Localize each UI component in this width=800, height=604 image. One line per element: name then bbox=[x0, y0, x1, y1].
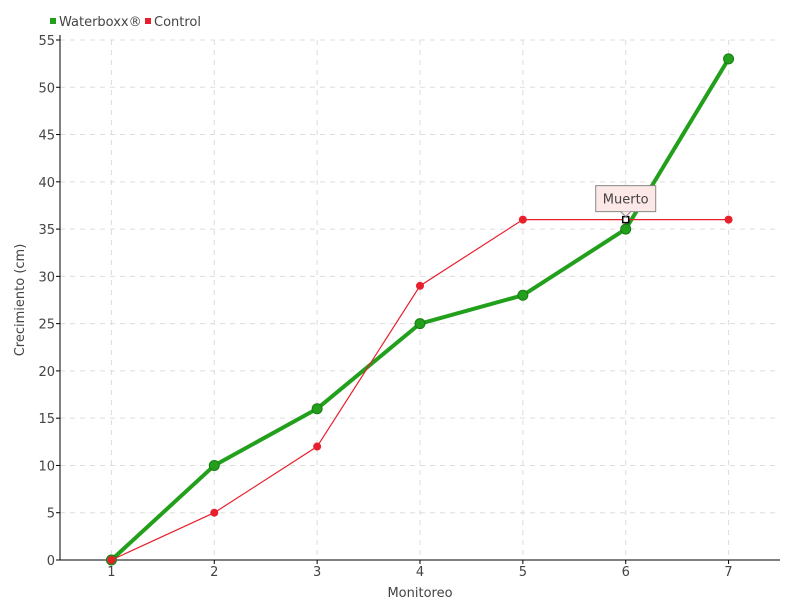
legend[interactable]: Waterboxx® Control bbox=[50, 15, 201, 30]
tooltip: Muerto bbox=[595, 185, 657, 224]
data-point bbox=[210, 508, 219, 517]
y-tick-label: 35 bbox=[38, 223, 55, 238]
x-tick-label: 2 bbox=[210, 565, 218, 580]
y-tick-label: 55 bbox=[38, 34, 55, 49]
tooltip-text: Muerto bbox=[603, 193, 649, 208]
legend-label: Waterboxx® bbox=[59, 15, 142, 30]
data-point bbox=[313, 442, 322, 451]
data-point bbox=[517, 289, 529, 301]
y-tick-label: 15 bbox=[38, 412, 55, 427]
tooltip-pointer bbox=[620, 211, 632, 218]
grid bbox=[60, 39, 780, 560]
y-tick-label: 20 bbox=[38, 365, 55, 380]
data-point bbox=[620, 223, 632, 235]
y-tick-label: 45 bbox=[38, 129, 55, 144]
legend-swatch bbox=[50, 18, 56, 24]
data-point bbox=[414, 318, 426, 330]
y-tick-label: 10 bbox=[38, 459, 55, 474]
x-tick-label: 4 bbox=[416, 565, 424, 580]
legend-label: Control bbox=[154, 15, 201, 30]
y-tick-label: 25 bbox=[38, 318, 55, 333]
x-tick-label: 6 bbox=[622, 565, 630, 580]
y-axis-label: Crecimiento (cm) bbox=[13, 244, 28, 357]
y-tick-label: 5 bbox=[47, 507, 55, 522]
x-tick-label: 1 bbox=[107, 565, 115, 580]
legend-swatch bbox=[145, 18, 151, 24]
y-tick-label: 40 bbox=[38, 176, 55, 191]
x-tick-label: 5 bbox=[519, 565, 527, 580]
y-tick-label: 0 bbox=[47, 554, 55, 569]
x-axis-label: Monitoreo bbox=[387, 586, 452, 600]
data-point bbox=[518, 215, 527, 224]
data-point bbox=[416, 281, 424, 290]
x-tick-label: 3 bbox=[313, 565, 321, 580]
tooltip-box bbox=[595, 185, 657, 213]
x-tick-label: 7 bbox=[724, 565, 732, 580]
data-point bbox=[724, 215, 733, 224]
data-point bbox=[107, 556, 116, 564]
annotation-marker bbox=[621, 215, 630, 224]
data-point bbox=[208, 459, 220, 471]
data-point bbox=[311, 403, 323, 415]
data-point bbox=[723, 53, 735, 65]
y-tick-label: 30 bbox=[38, 270, 55, 285]
y-tick-label: 50 bbox=[38, 81, 55, 96]
